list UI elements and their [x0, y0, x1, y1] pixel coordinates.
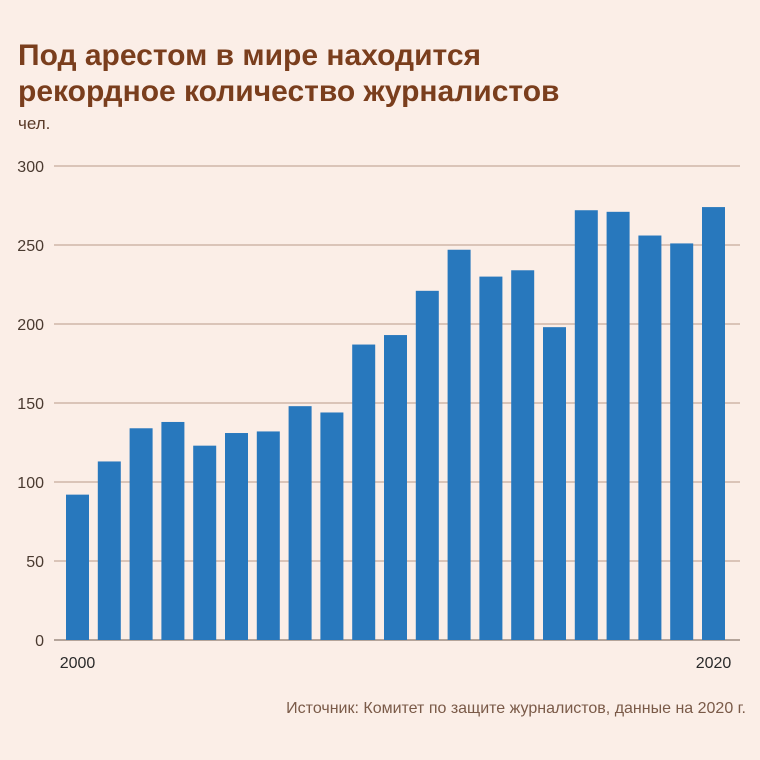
bar-2016 — [574, 210, 598, 641]
source-note: Источник: Комитет по защите журналистов,… — [286, 700, 746, 717]
bar-2012 — [447, 249, 471, 641]
bar-2018 — [638, 235, 662, 640]
y-tick-label: 250 — [17, 238, 44, 255]
x-tick-label: 2000 — [60, 655, 96, 672]
bar-2013 — [479, 276, 503, 640]
bar-2004 — [193, 445, 217, 640]
y-tick-label: 300 — [17, 159, 44, 176]
bar-2009 — [352, 344, 376, 640]
bar-2005 — [225, 433, 248, 640]
y-unit-label: чел. — [18, 114, 51, 133]
title-line-1: Под арестом в мире находится — [18, 39, 482, 72]
x-tick-label: 2020 — [696, 655, 732, 672]
bar-2015 — [543, 327, 566, 640]
bar-2020 — [702, 207, 725, 640]
bar-2008 — [320, 412, 344, 640]
y-tick-label: 100 — [17, 475, 44, 492]
y-tick-label: 150 — [17, 396, 44, 413]
bar-2006 — [256, 431, 280, 640]
y-tick-label: 0 — [35, 633, 44, 650]
bar-2010 — [384, 335, 407, 640]
bar-2019 — [670, 243, 694, 641]
bar-2011 — [415, 290, 439, 640]
y-tick-label: 200 — [17, 317, 44, 334]
bar-2014 — [511, 270, 535, 640]
bar-2007 — [288, 406, 312, 640]
bar-2003 — [161, 421, 185, 640]
bar-2001 — [97, 461, 121, 640]
title-line-2: рекордное количество журналистов — [18, 75, 560, 108]
bar-2000 — [66, 494, 89, 640]
y-tick-label: 50 — [26, 554, 44, 571]
bar-2002 — [129, 428, 153, 640]
chart-title: Под арестом в мире находится рекордное к… — [18, 38, 738, 110]
bar-2017 — [606, 211, 630, 640]
